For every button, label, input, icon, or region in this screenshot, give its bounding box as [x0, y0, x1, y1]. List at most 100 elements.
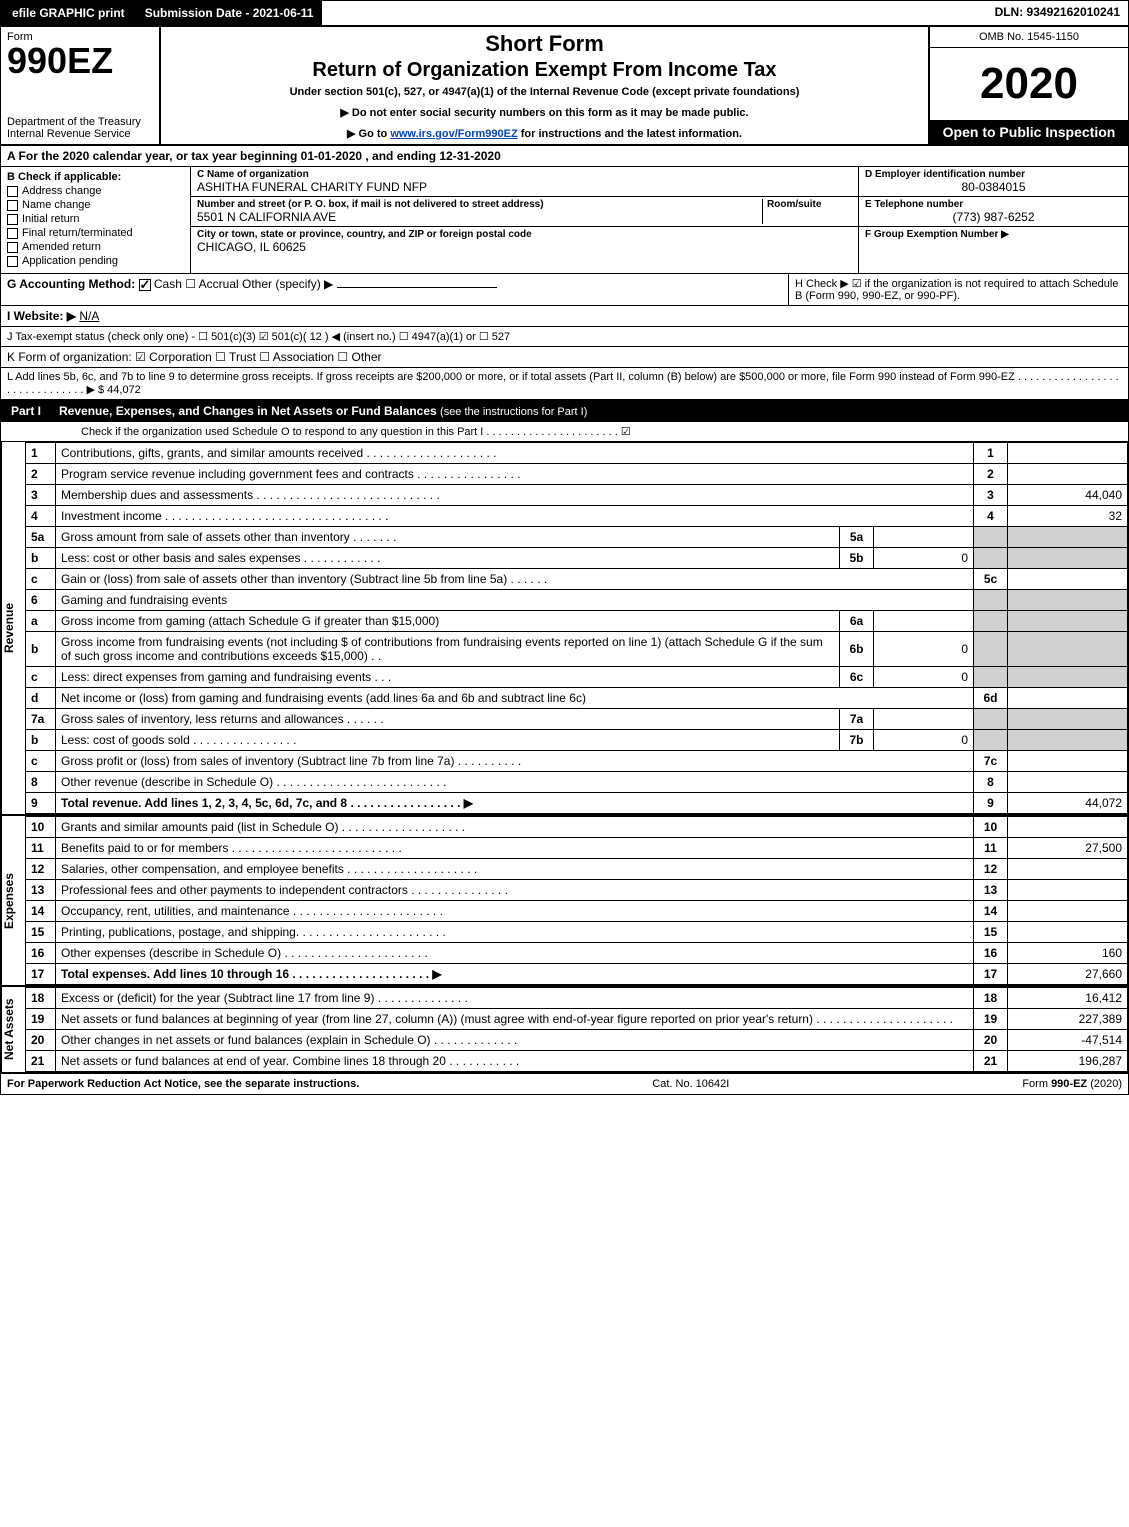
- line-number: d: [26, 688, 56, 709]
- result-line-number: 19: [974, 1009, 1008, 1030]
- irs-label: Internal Revenue Service: [7, 128, 153, 140]
- table-row: cLess: direct expenses from gaming and f…: [26, 667, 1128, 688]
- line-description: Salaries, other compensation, and employ…: [56, 859, 974, 880]
- line-number: 12: [26, 859, 56, 880]
- sub-line-number: 7a: [840, 709, 874, 730]
- table-row: 7aGross sales of inventory, less returns…: [26, 709, 1128, 730]
- line-description: Less: cost or other basis and sales expe…: [56, 548, 840, 569]
- result-amount: 196,287: [1008, 1051, 1128, 1072]
- sub-line-amount: 0: [874, 667, 974, 688]
- table-row: 5aGross amount from sale of assets other…: [26, 527, 1128, 548]
- checkbox-amended-return[interactable]: [7, 242, 18, 253]
- result-amount: 27,500: [1008, 838, 1128, 859]
- checkbox-address-change[interactable]: [7, 186, 18, 197]
- sub-line-amount: [874, 527, 974, 548]
- shaded-cell: [1008, 667, 1128, 688]
- footer-form-num: 990-EZ: [1051, 1078, 1087, 1090]
- result-line-number: 14: [974, 901, 1008, 922]
- line-description: Total expenses. Add lines 10 through 16 …: [56, 964, 974, 985]
- part-1-num: Part I: [1, 400, 51, 422]
- checkbox-cash[interactable]: [139, 279, 151, 291]
- shaded-cell: [1008, 548, 1128, 569]
- line-number: c: [26, 569, 56, 590]
- opt-amended-return: Amended return: [22, 241, 101, 253]
- result-amount: [1008, 751, 1128, 772]
- checkbox-initial-return[interactable]: [7, 214, 18, 225]
- org-name-label: C Name of organization: [197, 169, 852, 180]
- table-row: 3Membership dues and assessments . . . .…: [26, 485, 1128, 506]
- sub-line-number: 5a: [840, 527, 874, 548]
- line-number: a: [26, 611, 56, 632]
- address-value: 5501 N CALIFORNIA AVE: [197, 210, 762, 224]
- line-description: Professional fees and other payments to …: [56, 880, 974, 901]
- revenue-table: 1Contributions, gifts, grants, and simil…: [25, 442, 1128, 814]
- address-label: Number and street (or P. O. box, if mail…: [197, 199, 762, 210]
- line-number: 15: [26, 922, 56, 943]
- result-amount: 44,072: [1008, 793, 1128, 814]
- line-number: 10: [26, 817, 56, 838]
- line-description: Excess or (deficit) for the year (Subtra…: [56, 988, 974, 1009]
- line-description: Gaming and fundraising events: [56, 590, 974, 611]
- part-1-header: Part I Revenue, Expenses, and Changes in…: [1, 400, 1128, 422]
- checkbox-final-return[interactable]: [7, 228, 18, 239]
- opt-initial-return: Initial return: [22, 213, 79, 225]
- city-label: City or town, state or province, country…: [197, 229, 852, 240]
- line-number: 7a: [26, 709, 56, 730]
- shaded-cell: [1008, 611, 1128, 632]
- top-bar: efile GRAPHIC print Submission Date - 20…: [1, 1, 1128, 25]
- checkbox-application-pending[interactable]: [7, 256, 18, 267]
- form-header: Form 990EZ Department of the Treasury In…: [1, 25, 1128, 146]
- shaded-cell: [974, 527, 1008, 548]
- website-value: N/A: [79, 309, 99, 323]
- result-amount: [1008, 901, 1128, 922]
- line-description: Gross profit or (loss) from sales of inv…: [56, 751, 974, 772]
- footer-form-ref: Form 990-EZ (2020): [1022, 1078, 1122, 1090]
- net-assets-section-label: Net Assets: [1, 987, 25, 1072]
- line-description: Investment income . . . . . . . . . . . …: [56, 506, 974, 527]
- goto-pre: ▶ Go to: [347, 128, 390, 140]
- result-amount: [1008, 772, 1128, 793]
- line-number: 6: [26, 590, 56, 611]
- line-description: Contributions, gifts, grants, and simila…: [56, 443, 974, 464]
- result-amount: [1008, 922, 1128, 943]
- subtitle-section: Under section 501(c), 527, or 4947(a)(1)…: [171, 86, 918, 98]
- result-amount: 44,040: [1008, 485, 1128, 506]
- telephone-value: (773) 987-6252: [865, 210, 1122, 224]
- line-g-opts: Cash ☐ Accrual Other (specify) ▶: [154, 277, 333, 291]
- org-info-grid: B Check if applicable: Address change Na…: [1, 167, 1128, 274]
- city-value: CHICAGO, IL 60625: [197, 240, 852, 254]
- line-description: Printing, publications, postage, and shi…: [56, 922, 974, 943]
- omb-number: OMB No. 1545-1150: [930, 27, 1128, 48]
- table-row: 21Net assets or fund balances at end of …: [26, 1051, 1128, 1072]
- result-line-number: 11: [974, 838, 1008, 859]
- org-name-value: ASHITHA FUNERAL CHARITY FUND NFP: [197, 180, 852, 194]
- result-amount: 32: [1008, 506, 1128, 527]
- shaded-cell: [974, 709, 1008, 730]
- goto-post: for instructions and the latest informat…: [521, 128, 742, 140]
- line-number: 20: [26, 1030, 56, 1051]
- sub-line-amount: 0: [874, 632, 974, 667]
- line-description: Gross amount from sale of assets other t…: [56, 527, 840, 548]
- line-number: b: [26, 730, 56, 751]
- sub-line-number: 6b: [840, 632, 874, 667]
- line-description: Net income or (loss) from gaming and fun…: [56, 688, 974, 709]
- sub-line-number: 6a: [840, 611, 874, 632]
- opt-name-change: Name change: [22, 199, 91, 211]
- irs-link[interactable]: www.irs.gov/Form990EZ: [390, 128, 517, 140]
- result-line-number: 18: [974, 988, 1008, 1009]
- efile-print-button[interactable]: efile GRAPHIC print: [1, 1, 136, 25]
- line-description: Benefits paid to or for members . . . . …: [56, 838, 974, 859]
- line-description: Grants and similar amounts paid (list in…: [56, 817, 974, 838]
- line-number: 13: [26, 880, 56, 901]
- result-amount: [1008, 443, 1128, 464]
- checkbox-name-change[interactable]: [7, 200, 18, 211]
- ein-label: D Employer identification number: [865, 169, 1122, 180]
- line-number: 21: [26, 1051, 56, 1072]
- result-line-number: 15: [974, 922, 1008, 943]
- result-line-number: 9: [974, 793, 1008, 814]
- line-number: 14: [26, 901, 56, 922]
- result-amount: [1008, 817, 1128, 838]
- submission-date-label: Submission Date - 2021-06-11: [136, 1, 323, 25]
- line-j: J Tax-exempt status (check only one) - ☐…: [1, 327, 1128, 347]
- result-line-number: 21: [974, 1051, 1008, 1072]
